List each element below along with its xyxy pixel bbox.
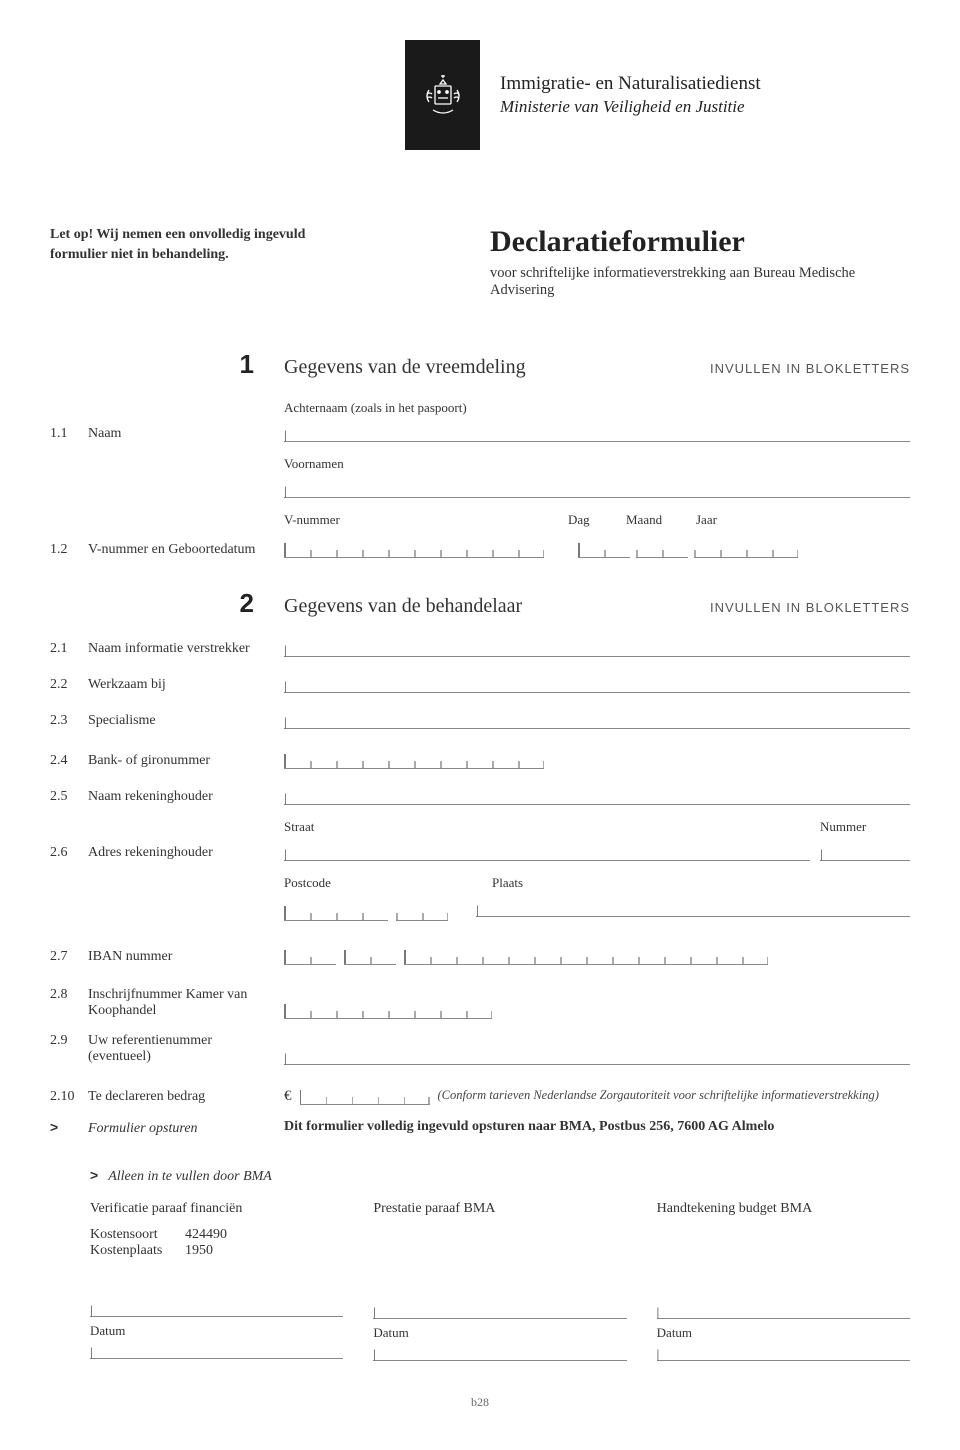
agency-name: Immigratie- en Naturalisatiedienst xyxy=(500,73,761,95)
handtekening-label: Handtekening budget BMA xyxy=(657,1201,910,1217)
vnummer-input[interactable] xyxy=(284,536,544,558)
naam-verstrekker-input[interactable] xyxy=(284,639,910,657)
nummer-label: Nummer xyxy=(820,819,910,835)
field-2-2-num: 2.2 xyxy=(50,677,88,693)
kvk-input[interactable] xyxy=(284,997,910,1019)
field-2-5-num: 2.5 xyxy=(50,789,88,805)
coat-of-arms-icon xyxy=(419,66,467,124)
field-2-3-label: Specialisme xyxy=(88,713,266,729)
datum-label: Datum xyxy=(373,1325,626,1341)
page-footer: b28 xyxy=(50,1395,910,1410)
field-2-4-num: 2.4 xyxy=(50,753,88,769)
field-2-1-label: Naam informatie verstrekker xyxy=(88,641,266,657)
verificatie-label: Verificatie paraaf financiën xyxy=(90,1201,343,1217)
field-2-5-label: Naam rekeninghouder xyxy=(88,789,266,805)
bedrag-note: (Conform tarieven Nederlandse Zorgautori… xyxy=(438,1088,911,1105)
plaats-label: Plaats xyxy=(492,875,910,891)
postcode-label: Postcode xyxy=(284,875,482,891)
kostensoort-label: Kostensoort xyxy=(90,1227,185,1243)
bank-gironummer-input[interactable] xyxy=(284,747,910,769)
postcode-input[interactable] xyxy=(284,899,448,921)
datum-label: Datum xyxy=(90,1323,343,1339)
prestatie-label: Prestatie paraaf BMA xyxy=(373,1201,626,1217)
field-1-2-label: V-nummer en Geboortedatum xyxy=(88,542,266,558)
geboortedatum-input[interactable] xyxy=(578,536,798,558)
vnummer-label: V-nummer xyxy=(284,512,548,528)
section-2-note: INVULLEN IN BLOKLETTERS xyxy=(710,600,910,615)
kostenplaats-value: 1950 xyxy=(185,1243,213,1259)
field-2-1-num: 2.1 xyxy=(50,641,88,657)
nummer-input[interactable] xyxy=(820,843,910,861)
field-2-8-num: 2.8 xyxy=(50,987,88,1019)
warning-text: Let op! Wij nemen een onvolledig ingevul… xyxy=(50,225,360,299)
bedrag-input[interactable] xyxy=(300,1083,430,1105)
section-1-number: 1 xyxy=(50,349,284,380)
verificatie-paraaf-input[interactable] xyxy=(90,1299,343,1317)
section-1-header: 1 Gegevens van de vreemdeling INVULLEN I… xyxy=(50,349,910,380)
field-2-4-label: Bank- of gironummer xyxy=(88,753,266,769)
page-header: Immigratie- en Naturalisatiedienst Minis… xyxy=(405,40,910,150)
straat-input[interactable] xyxy=(284,843,810,861)
ministry-name: Ministerie van Veiligheid en Justitie xyxy=(500,97,761,117)
voornamen-input[interactable] xyxy=(284,480,910,498)
handtekening-datum-input[interactable] xyxy=(657,1343,910,1361)
section-1-note: INVULLEN IN BLOKLETTERS xyxy=(710,361,910,376)
section-2-number: 2 xyxy=(50,588,284,619)
section-1-title: Gegevens van de vreemdeling xyxy=(284,356,710,379)
naam-rekeninghouder-input[interactable] xyxy=(284,787,910,805)
handtekening-input[interactable] xyxy=(657,1301,910,1319)
field-2-3-num: 2.3 xyxy=(50,713,88,729)
iban-input[interactable] xyxy=(284,943,910,965)
field-2-7-label: IBAN nummer xyxy=(88,949,266,965)
bma-only-label: Alleen in te vullen door BMA xyxy=(108,1169,272,1185)
achternaam-label: Achternaam (zoals in het paspoort) xyxy=(284,400,910,416)
dag-label: Dag xyxy=(568,512,626,528)
field-2-2-label: Werkzaam bij xyxy=(88,677,266,693)
government-logo xyxy=(405,40,480,150)
arrow-icon: > xyxy=(50,1119,88,1135)
field-2-10-num: 2.10 xyxy=(50,1089,88,1105)
kostensoort-value: 424490 xyxy=(185,1227,227,1243)
euro-symbol: € xyxy=(284,1088,292,1105)
prestatie-paraaf-input[interactable] xyxy=(373,1301,626,1319)
field-2-7-num: 2.7 xyxy=(50,949,88,965)
send-instructions: Dit formulier volledig ingevuld opsturen… xyxy=(284,1119,910,1137)
section-2-title: Gegevens van de behandelaar xyxy=(284,595,710,618)
field-1-1-label: Naam xyxy=(88,426,266,442)
field-1-1-num: 1.1 xyxy=(50,426,88,442)
form-subtitle: voor schriftelijke informatieverstrekkin… xyxy=(490,265,910,299)
datum-label: Datum xyxy=(657,1325,910,1341)
field-2-10-label: Te declareren bedrag xyxy=(88,1089,266,1105)
formulier-opsturen-label: Formulier opsturen xyxy=(88,1121,198,1137)
achternaam-input[interactable] xyxy=(284,424,910,442)
field-2-6-num: 2.6 xyxy=(50,845,88,861)
prestatie-datum-input[interactable] xyxy=(373,1343,626,1361)
straat-label: Straat xyxy=(284,819,810,835)
specialisme-input[interactable] xyxy=(284,711,910,729)
field-2-9-label: Uw referentienummer (eventueel) xyxy=(88,1033,266,1065)
maand-label: Maand xyxy=(626,512,696,528)
form-title: Declaratieformulier xyxy=(490,225,910,259)
field-2-6-label: Adres rekeninghouder xyxy=(88,845,266,861)
arrow-icon: > xyxy=(90,1167,98,1183)
section-2-header: 2 Gegevens van de behandelaar INVULLEN I… xyxy=(50,588,910,619)
voornamen-label: Voornamen xyxy=(284,456,910,472)
plaats-input[interactable] xyxy=(476,899,910,917)
field-2-8-label: Inschrijfnummer Kamer van Koophandel xyxy=(88,987,266,1019)
field-1-2-num: 1.2 xyxy=(50,542,88,558)
referentienummer-input[interactable] xyxy=(284,1047,910,1065)
verificatie-datum-input[interactable] xyxy=(90,1341,343,1359)
jaar-label: Jaar xyxy=(696,512,717,528)
field-2-9-num: 2.9 xyxy=(50,1033,88,1065)
werkzaam-bij-input[interactable] xyxy=(284,675,910,693)
kostenplaats-label: Kostenplaats xyxy=(90,1243,185,1259)
